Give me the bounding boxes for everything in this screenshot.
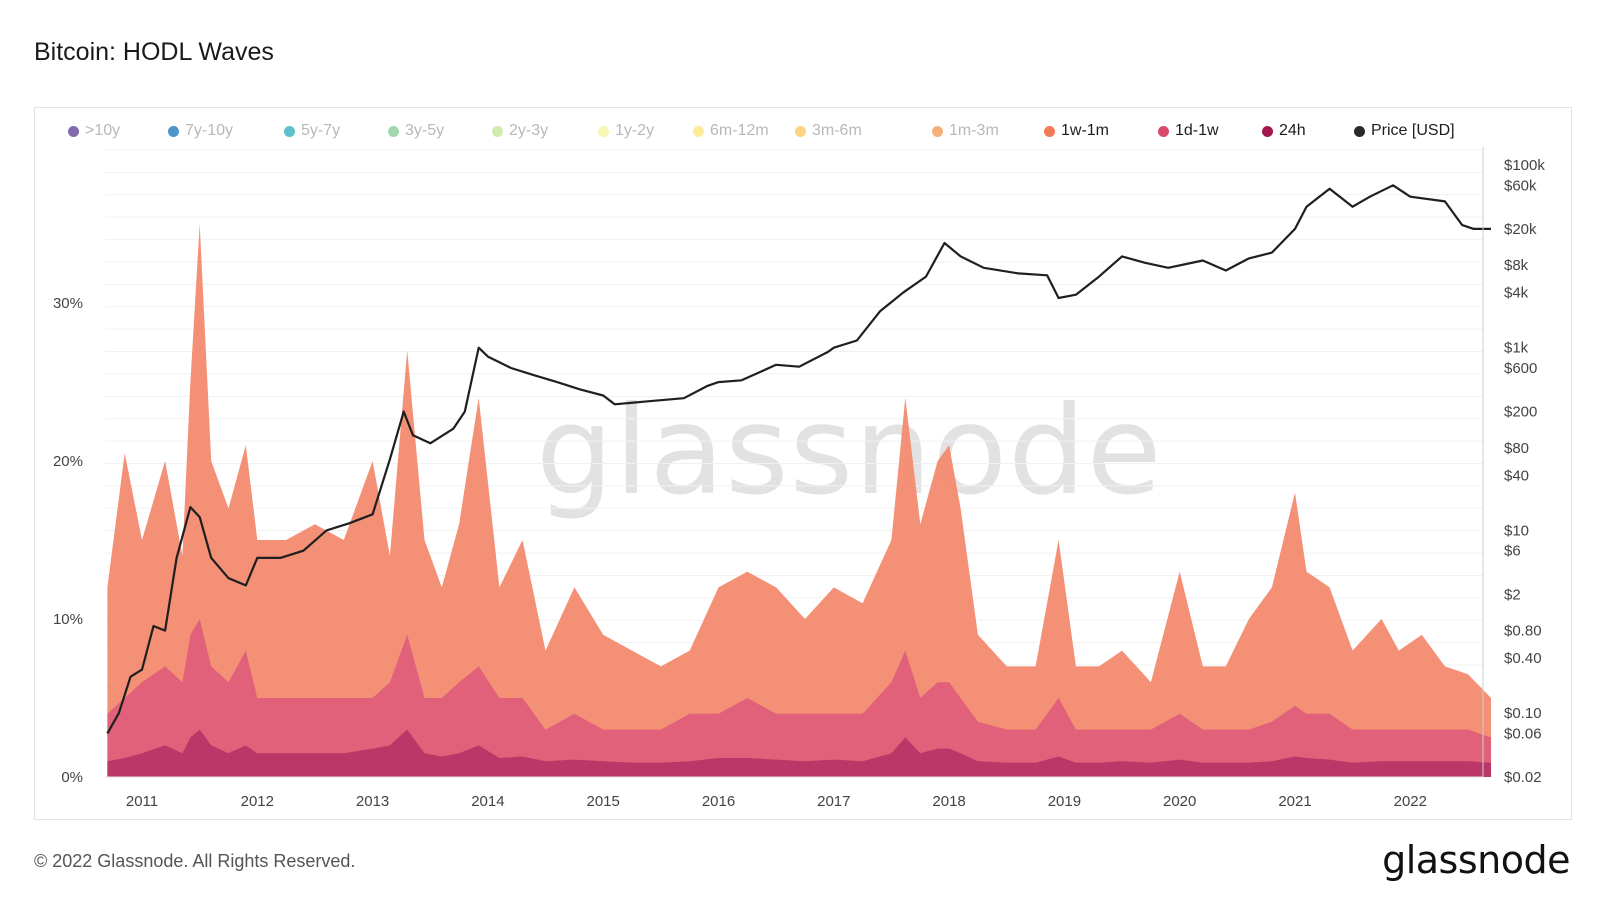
legend-item[interactable]: >10y [68, 122, 120, 140]
brand-logo: glassnode [1382, 838, 1570, 882]
legend-label: 1d-1w [1175, 122, 1219, 139]
x-tick-label: 2014 [471, 793, 504, 810]
chart-title: Bitcoin: HODL Waves [34, 38, 274, 66]
y-right-tick-label: $4k [1504, 285, 1529, 302]
watermark-text: glassnode [536, 380, 1163, 522]
y-right-tick-label: $0.06 [1504, 725, 1542, 742]
legend-label: 2y-3y [509, 122, 549, 139]
legend-dot-icon [795, 125, 806, 137]
y-right-tick-label: $600 [1504, 360, 1537, 377]
chart-legend: >10y 7y-10y 5y-7y 3y-5y 2y-3y 1y-2y 6m-12m 3m-6… [68, 122, 1498, 142]
legend-dot-icon [932, 125, 943, 137]
chart-frame [34, 107, 1572, 820]
y-right-tick-label: $0.02 [1504, 769, 1542, 786]
y-right-tick-label: $40 [1504, 467, 1529, 484]
legend-dot-icon [1262, 125, 1273, 137]
legend-item[interactable]: 5y-7y [284, 122, 340, 140]
y-right-tick-label: $60k [1504, 177, 1537, 194]
legend-item[interactable]: Price [USD] [1354, 122, 1455, 140]
y-right-tick-label: $20k [1504, 221, 1537, 238]
x-tick-label: 2012 [241, 793, 274, 810]
y-right-tick-label: $2 [1504, 586, 1521, 603]
legend-label: 7y-10y [185, 122, 234, 139]
x-tick-label: 2022 [1394, 793, 1427, 810]
legend-item[interactable]: 3y-5y [388, 122, 444, 140]
legend-dot-icon [1354, 125, 1365, 137]
legend-dot-icon [492, 125, 503, 137]
price-line [106, 184, 1491, 734]
legend-item[interactable]: 3m-6m [795, 122, 862, 140]
legend-label: 3m-6m [812, 122, 862, 139]
legend-item[interactable]: 1y-2y [598, 122, 654, 140]
legend-label: 24h [1279, 122, 1306, 139]
legend-label: 1w-1m [1061, 122, 1110, 139]
legend-label: >10y [85, 122, 121, 139]
x-tick-label: 2011 [126, 793, 158, 810]
y-left-tick-label: 20% [53, 453, 83, 470]
legend-dot-icon [68, 125, 79, 137]
legend-dot-icon [598, 125, 609, 137]
y-right-tick-label: $10 [1504, 522, 1529, 539]
x-tick-label: 2019 [1048, 793, 1081, 810]
y-right-tick-label: $8k [1504, 257, 1529, 274]
x-tick-label: 2013 [356, 793, 389, 810]
legend-item[interactable]: 7y-10y [168, 122, 233, 140]
legend-item[interactable]: 1w-1m [1044, 122, 1109, 140]
x-tick-label: 2018 [932, 793, 965, 810]
x-tick-label: 2021 [1278, 793, 1311, 810]
x-tick-label: 2016 [702, 793, 735, 810]
y-left-tick-label: 10% [53, 611, 83, 628]
legend-dot-icon [388, 125, 399, 137]
y-right-tick-label: $200 [1504, 404, 1537, 421]
legend-dot-icon [693, 125, 704, 137]
y-right-tick-label: $1k [1504, 340, 1529, 357]
y-right-tick-label: $0.40 [1504, 650, 1542, 667]
legend-item[interactable]: 6m-12m [693, 122, 769, 140]
x-tick-label: 2015 [587, 793, 620, 810]
legend-label: 6m-12m [710, 122, 769, 139]
y-right-tick-label: $80 [1504, 440, 1529, 457]
y-right-tick-label: $6 [1504, 543, 1521, 560]
copyright-text: © 2022 Glassnode. All Rights Reserved. [34, 851, 356, 871]
legend-label: Price [USD] [1371, 122, 1455, 139]
area-series-24h [107, 729, 1492, 777]
legend-dot-icon [284, 125, 295, 137]
y-right-tick-label: $0.10 [1504, 705, 1542, 722]
legend-item[interactable]: 2y-3y [492, 122, 548, 140]
y-left-tick-label: 0% [61, 769, 83, 786]
x-tick-label: 2020 [1163, 793, 1196, 810]
x-tick-label: 2017 [817, 793, 850, 810]
legend-label: 5y-7y [301, 122, 341, 139]
area-series-1w-1m [107, 224, 1492, 777]
y-right-tick-label: $100k [1504, 157, 1545, 174]
legend-dot-icon [168, 125, 179, 137]
legend-dot-icon [1158, 125, 1169, 137]
y-right-tick-label: $0.80 [1504, 623, 1542, 640]
legend-dot-icon [1044, 125, 1055, 137]
legend-label: 1y-2y [615, 122, 655, 139]
legend-item[interactable]: 1d-1w [1158, 122, 1219, 140]
legend-label: 1m-3m [949, 122, 999, 139]
legend-label: 3y-5y [405, 122, 445, 139]
area-series-1d-1w [107, 619, 1492, 777]
legend-item[interactable]: 1m-3m [932, 122, 999, 140]
y-left-tick-label: 30% [53, 295, 83, 312]
legend-item[interactable]: 24h [1262, 122, 1306, 140]
